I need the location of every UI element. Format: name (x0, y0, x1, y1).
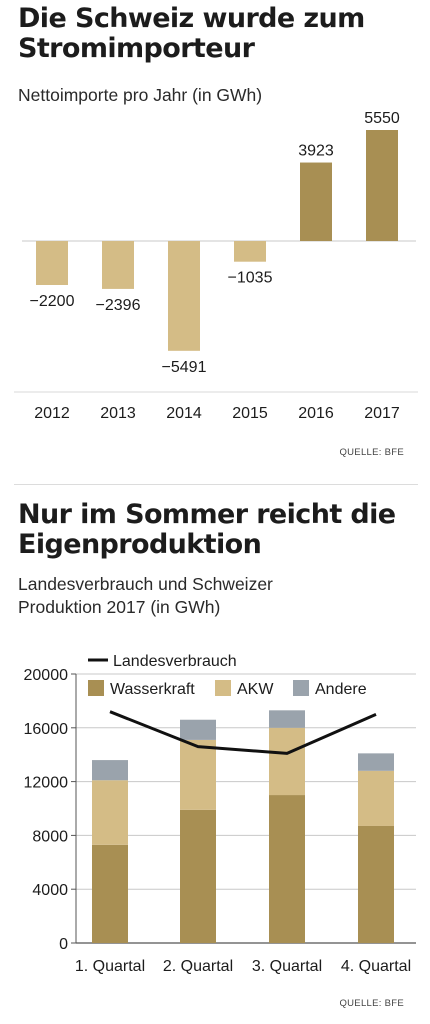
bar-akw-q1 (92, 780, 128, 845)
bar-2013 (102, 241, 134, 289)
chart2-subtitle-line1: Landesverbrauch und Schweizer (18, 574, 273, 594)
data-label-2015: −1035 (228, 270, 273, 287)
chart2-subtitle-line2: Produktion 2017 (in GWh) (18, 597, 221, 617)
chart1-plot: −2200 −2396 −5491 −1035 3923 5550 2012 2013 201… (14, 110, 418, 422)
chart2-plot: 20000 16000 12000 8000 4000 0 Landesverbrauch… (24, 653, 416, 975)
legend-swatch-akw (215, 680, 231, 696)
x-tick-q2: 2. Quartal (163, 958, 233, 975)
data-label-2013: −2396 (96, 297, 141, 314)
bar-andere-q2 (180, 719, 216, 740)
bar-2012 (36, 241, 68, 285)
bar-wasserkraft-q4 (358, 825, 394, 943)
bar-akw-q4 (358, 770, 394, 826)
data-label-2012: −2200 (30, 293, 75, 310)
chart2-source: QUELLE: BFE (339, 998, 404, 1009)
line-landesverbrauch (109, 710, 377, 755)
bar-wasserkraft-q3 (269, 795, 305, 943)
bar-akw-q2 (180, 739, 216, 810)
chart1-title: Die Schweiz wurde zum Stromimporteur (18, 3, 365, 64)
bar-wasserkraft-q2 (180, 809, 216, 943)
bar-akw-q3 (269, 727, 305, 796)
y-tick-20000: 20000 (24, 667, 69, 684)
chart2-legend: Landesverbrauch Wasserkraft AKW Andere (88, 653, 367, 698)
bar-2015 (234, 241, 266, 262)
y-tick-16000: 16000 (24, 721, 69, 738)
x-tick-q4: 4. Quartal (341, 958, 411, 975)
legend-swatch-andere (293, 680, 309, 696)
bar-2017 (366, 130, 398, 241)
data-label-2016: 3923 (298, 143, 334, 160)
chart1-subtitle: Nettoimporte pro Jahr (in GWh) (18, 85, 263, 105)
bar-andere-q3 (269, 710, 305, 728)
section-divider (14, 484, 418, 485)
x-tick-2015: 2015 (232, 405, 268, 422)
data-label-2017: 5550 (364, 110, 400, 127)
x-tick-2012: 2012 (34, 405, 70, 422)
bar-2014 (168, 241, 200, 351)
legend-label-wasserkraft: Wasserkraft (110, 681, 195, 698)
x-tick-q3: 3. Quartal (252, 958, 322, 975)
bar-andere-q4 (358, 753, 394, 771)
x-tick-2016: 2016 (298, 405, 334, 422)
bar-wasserkraft-q1 (92, 844, 128, 943)
y-tick-8000: 8000 (32, 828, 68, 845)
data-label-2014: −5491 (162, 359, 207, 376)
y-tick-4000: 4000 (32, 882, 68, 899)
chart2-title: Nur im Sommer reicht die Eigenproduktion (18, 499, 396, 560)
x-tick-2017: 2017 (364, 405, 400, 422)
x-tick-2013: 2013 (100, 405, 136, 422)
y-tick-0: 0 (59, 936, 68, 953)
legend-swatch-wasserkraft (88, 680, 104, 696)
x-tick-q1: 1. Quartal (75, 958, 145, 975)
bar-2016 (300, 162, 332, 241)
legend-label-akw: AKW (237, 681, 274, 698)
bar-andere-q1 (92, 760, 128, 781)
y-tick-12000: 12000 (24, 775, 69, 792)
x-tick-2014: 2014 (166, 405, 202, 422)
legend-label-landesverbrauch: Landesverbrauch (113, 653, 237, 670)
legend-label-andere: Andere (315, 681, 367, 698)
chart1-source: QUELLE: BFE (339, 447, 404, 458)
